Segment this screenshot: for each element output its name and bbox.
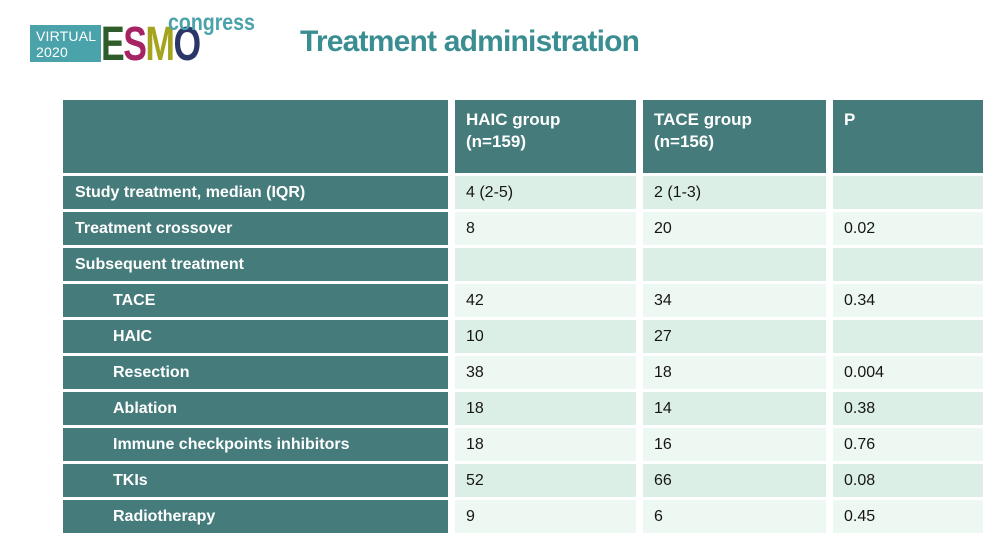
p-value: 0.76 [833, 428, 983, 461]
row-label: TKIs [63, 464, 448, 497]
congress-label: congress [168, 9, 255, 35]
table-row: Immune checkpoints inhibitors 18 16 0.76 [63, 428, 983, 461]
table-row: TACE 42 34 0.34 [63, 284, 983, 317]
header-haic-group: HAIC group (n=159) [455, 100, 636, 173]
haic-value [455, 248, 636, 281]
esmo-letter-m: M [145, 18, 175, 71]
tace-value: 6 [643, 500, 826, 533]
p-value: 0.08 [833, 464, 983, 497]
row-label: Ablation [63, 392, 448, 425]
p-value: 0.45 [833, 500, 983, 533]
tace-value: 18 [643, 356, 826, 389]
virtual-2020-badge: VIRTUAL 2020 [30, 25, 101, 62]
p-value [833, 320, 983, 353]
haic-value: 18 [455, 392, 636, 425]
haic-value: 42 [455, 284, 636, 317]
row-label: TACE [63, 284, 448, 317]
row-label: Resection [63, 356, 448, 389]
table-row: Study treatment, median (IQR) 4 (2-5) 2 … [63, 176, 983, 209]
tace-value: 34 [643, 284, 826, 317]
row-label: Subsequent treatment [63, 248, 448, 281]
tace-value [643, 248, 826, 281]
p-value: 0.004 [833, 356, 983, 389]
table-row: HAIC 10 27 [63, 320, 983, 353]
esmo-letter-e: E [101, 18, 125, 71]
row-label: HAIC [63, 320, 448, 353]
treatment-administration-table: HAIC group (n=159) TACE group (n=156) P … [63, 100, 983, 533]
year-label: 2020 [36, 44, 68, 60]
tace-value: 20 [643, 212, 826, 245]
p-value: 0.38 [833, 392, 983, 425]
tace-value: 16 [643, 428, 826, 461]
haic-value: 52 [455, 464, 636, 497]
row-label: Immune checkpoints inhibitors [63, 428, 448, 461]
header-tace-group: TACE group (n=156) [643, 100, 826, 173]
haic-value: 38 [455, 356, 636, 389]
haic-value: 9 [455, 500, 636, 533]
haic-value: 10 [455, 320, 636, 353]
p-value [833, 176, 983, 209]
page-title: Treatment administration [300, 25, 640, 58]
table-row: Ablation 18 14 0.38 [63, 392, 983, 425]
esmo-wordmark: ESMO [101, 21, 201, 69]
row-label: Treatment crossover [63, 212, 448, 245]
haic-value: 4 (2-5) [455, 176, 636, 209]
table-row: TKIs 52 66 0.08 [63, 464, 983, 497]
p-value: 0.34 [833, 284, 983, 317]
table-row: Resection 38 18 0.004 [63, 356, 983, 389]
esmo-congress-logo: VIRTUAL 2020 ESMO congress [28, 8, 278, 72]
row-label: Radiotherapy [63, 500, 448, 533]
esmo-letter-o: O [173, 18, 202, 71]
p-value [833, 248, 983, 281]
header-empty-cell [63, 100, 448, 173]
haic-value: 8 [455, 212, 636, 245]
tace-value: 2 (1-3) [643, 176, 826, 209]
tace-value: 66 [643, 464, 826, 497]
table-row: Radiotherapy 9 6 0.45 [63, 500, 983, 533]
tace-value: 14 [643, 392, 826, 425]
row-label: Study treatment, median (IQR) [63, 176, 448, 209]
table-row: Treatment crossover 8 20 0.02 [63, 212, 983, 245]
table-row: Subsequent treatment [63, 248, 983, 281]
tace-value: 27 [643, 320, 826, 353]
header-p-value: P [833, 100, 983, 173]
p-value: 0.02 [833, 212, 983, 245]
esmo-letter-s: S [123, 18, 147, 71]
virtual-label: VIRTUAL [36, 28, 97, 44]
table-header-row: HAIC group (n=159) TACE group (n=156) P [63, 100, 983, 173]
haic-value: 18 [455, 428, 636, 461]
